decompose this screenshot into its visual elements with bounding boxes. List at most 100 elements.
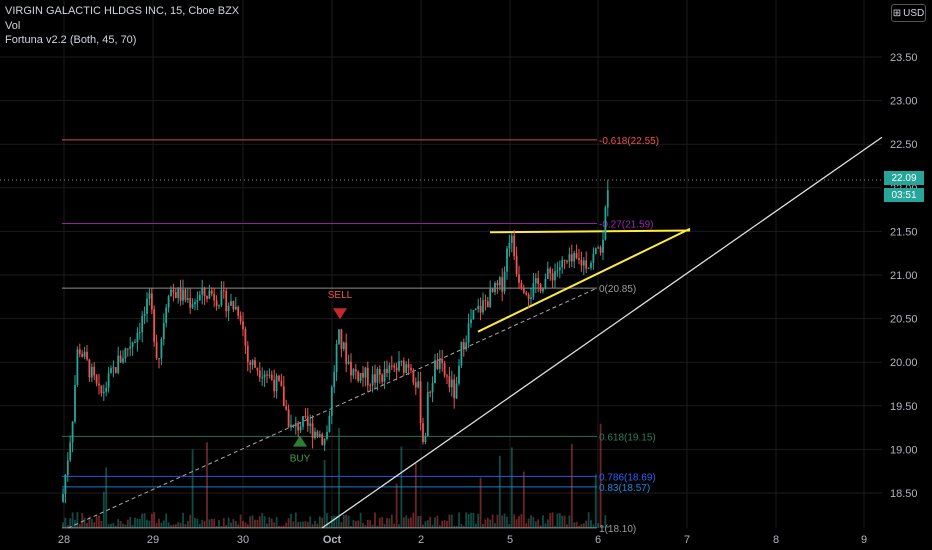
volume-bar: [453, 525, 456, 528]
candle-body: [597, 247, 600, 249]
volume-bar: [575, 521, 578, 528]
volume-bar: [189, 514, 192, 528]
volume-bar: [554, 525, 556, 528]
candle-body: [105, 387, 108, 392]
volume-bar: [114, 525, 117, 528]
candle-body: [124, 348, 127, 359]
candle-body: [491, 288, 494, 293]
candle-body: [424, 436, 427, 443]
volume-bar: [153, 512, 156, 528]
candle-body: [182, 289, 184, 301]
candle-body: [364, 367, 367, 378]
fortuna-indicator-label[interactable]: Fortuna v2.2 (Both, 45, 70): [5, 34, 137, 46]
trade-signals: SELL BUY: [290, 290, 353, 464]
volume-indicator-label[interactable]: Vol: [5, 20, 21, 32]
volume-bar: [126, 519, 129, 528]
candle-body: [570, 254, 573, 262]
candle-body: [172, 289, 175, 293]
candle-body: [395, 367, 398, 371]
candle-body: [527, 294, 530, 299]
trend-lines: [67, 136, 883, 529]
volume-bar: [580, 524, 583, 528]
candle-body: [239, 315, 242, 322]
candle-body: [510, 235, 513, 243]
candle-body: [263, 374, 266, 378]
candle-body: [508, 242, 511, 249]
volume-bar: [285, 522, 288, 528]
x-tick-label: 7: [684, 534, 690, 546]
candle-body: [138, 332, 141, 334]
volume-bar: [393, 523, 396, 528]
volume-bar: [227, 517, 230, 528]
volume-bar: [263, 516, 266, 528]
candle-body: [474, 308, 477, 311]
volume-bar: [270, 518, 273, 528]
volume-bar: [465, 512, 468, 528]
candle-body: [410, 367, 412, 371]
currency-button[interactable]: ⊞ USD: [891, 4, 926, 22]
candle-body: [64, 474, 67, 495]
volume-bar: [508, 524, 511, 528]
candle-body: [203, 287, 206, 296]
candle-body: [400, 360, 403, 362]
candle-body: [450, 379, 453, 388]
volume-bar: [510, 447, 513, 528]
volume-bar: [81, 513, 84, 528]
candle-body: [436, 360, 439, 369]
candle-body: [434, 360, 436, 384]
candle-body: [426, 391, 429, 437]
volume-bar: [66, 524, 69, 528]
volume-bar: [261, 512, 264, 528]
candle-body: [165, 307, 168, 323]
volume-bar: [587, 512, 590, 528]
fib-label: 1(18.10): [599, 524, 636, 535]
volume-bar: [172, 524, 175, 528]
volume-bar: [184, 524, 187, 528]
volume-bar: [268, 517, 271, 528]
volume-bar: [518, 516, 520, 528]
candle-body: [314, 431, 316, 439]
volume-bar: [242, 520, 244, 528]
candle-body: [446, 375, 448, 377]
volume-bar: [417, 516, 420, 528]
volume-bar: [230, 522, 232, 528]
candle-body: [573, 253, 576, 262]
volume-bar: [594, 474, 597, 528]
volume-bar: [314, 520, 316, 528]
volume-bar: [256, 519, 259, 528]
volume-bar: [225, 525, 228, 528]
candle-body: [249, 362, 252, 365]
candle-body: [467, 323, 470, 343]
volume-bar: [357, 520, 360, 528]
candle-body: [496, 282, 499, 286]
volume-bar: [386, 518, 388, 528]
currency-label: USD: [903, 7, 925, 19]
chart-grid: [0, 0, 882, 528]
volume-bar: [326, 513, 328, 528]
volume-bar: [215, 525, 218, 528]
volume-bar: [429, 516, 432, 528]
volume-bar: [148, 520, 151, 528]
volume-bar: [218, 519, 220, 528]
candle-body: [378, 369, 381, 375]
rising-support-line: [477, 227, 691, 333]
candle-body: [350, 361, 352, 376]
volume-bar: [450, 514, 453, 528]
candle-body: [242, 321, 244, 330]
volume-bar: [278, 525, 280, 528]
candle-body: [412, 370, 415, 383]
volume-bar: [237, 524, 240, 528]
candle-body: [357, 371, 360, 381]
candle-body: [563, 259, 566, 261]
volume-bar: [330, 516, 333, 528]
volume-bar: [501, 515, 504, 528]
volume-bar: [530, 515, 532, 528]
volume-bar: [251, 515, 254, 528]
candle-body: [110, 368, 112, 374]
candle-body: [95, 375, 98, 384]
volume-bar: [561, 515, 564, 528]
candle-body: [237, 306, 240, 316]
candle-body: [335, 344, 338, 372]
candle-body: [477, 305, 480, 309]
